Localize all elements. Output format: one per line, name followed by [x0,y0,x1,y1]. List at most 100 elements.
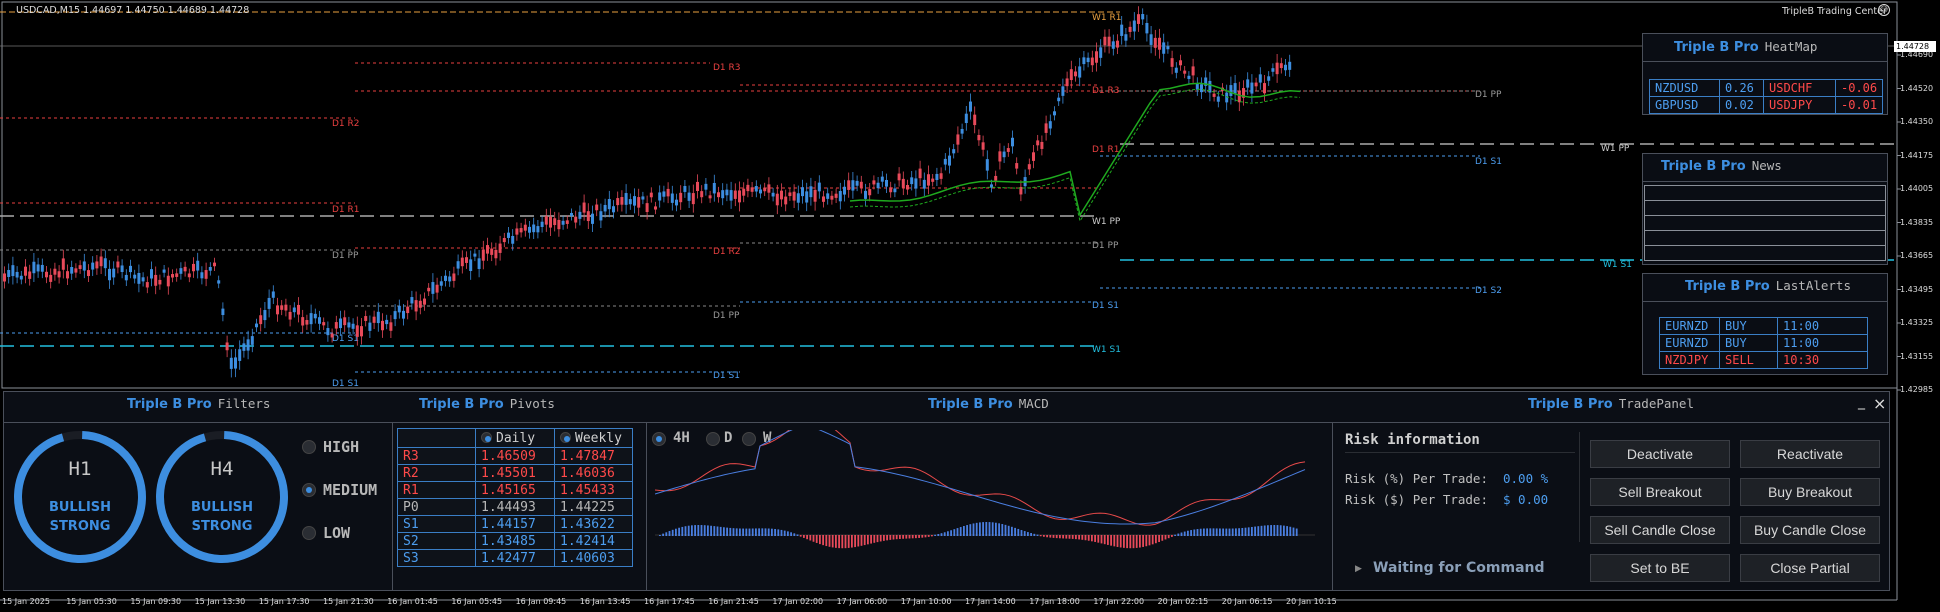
candle-body [935,173,939,181]
macd-histogram-bar [1254,526,1256,536]
candle-body [1250,82,1254,94]
candle-body [960,128,964,134]
close-partial-button[interactable]: Close Partial [1740,554,1880,582]
candle-body [351,323,355,329]
gauge-h1-line2: STRONG [49,519,111,534]
sell-breakout-button[interactable]: Sell Breakout [1590,478,1730,506]
macd-histogram-bar [873,535,876,543]
reactivate-button[interactable]: Reactivate [1740,440,1880,468]
alerts-title: Triple B Pro LastAlerts [1685,278,1851,294]
gauge-h1-tf: H1 [68,458,92,480]
level-medium-radio[interactable] [302,483,316,497]
buy-candle-close-button[interactable]: Buy Candle Close [1740,516,1880,544]
pivot-label: D1 S1 [1475,157,1502,167]
tf-d-radio[interactable] [706,432,720,446]
macd-histogram-bar [729,527,732,536]
candle-body [666,188,670,197]
pivot-row: R2 1.45501 1.46036 [397,464,633,482]
candle-body [1053,111,1056,116]
minimize-button[interactable]: _ [1858,394,1865,410]
pivot-row: S3 1.42477 1.40603 [397,549,633,567]
price-tick: 1.42985 [1900,385,1934,394]
set-to-be-button[interactable]: Set to BE [1590,554,1730,582]
candle-body [536,226,540,233]
macd-histogram-bar [735,528,738,536]
candle-body [851,180,855,191]
candle-body [767,184,771,193]
level-high-radio[interactable] [302,440,316,454]
macd-histogram-bar [1091,535,1093,542]
candle-body [1212,93,1216,97]
time-tick: 17 Jan 10:00 [900,597,952,606]
time-tick: 16 Jan 21:45 [708,597,759,606]
macd-histogram-bar [924,535,927,538]
macd-histogram-bar [1014,527,1016,536]
macd-histogram-bar [1007,525,1010,536]
candle-body [502,237,506,243]
current-price-tag: 1.44728 [1894,41,1936,52]
macd-histogram-bar [1267,525,1269,536]
macd-histogram-bar [931,535,933,537]
macd-histogram-bar [918,535,920,538]
candle-body [1246,79,1250,88]
candle-body [288,311,292,320]
candle-body [662,191,666,197]
macd-histogram-bar [819,535,821,545]
candle-body [498,243,502,253]
candle-body [103,258,107,269]
candle-body [901,178,905,188]
brand-label: TripleB Trading Center [1782,6,1887,17]
macd-histogram-bar [1039,535,1042,537]
candle-body [1187,75,1191,79]
macd-histogram-bar [1279,525,1282,536]
candle-body [330,333,334,338]
candle-body [124,274,128,281]
candle-body [225,342,229,351]
close-button[interactable]: × [1873,394,1887,413]
macd-histogram-bar [1075,535,1077,540]
level-high-label: HIGH [323,438,360,456]
candle-body [11,265,15,277]
macd-histogram-bar [1228,528,1231,536]
candle-body [150,269,153,279]
deactivate-button[interactable]: Deactivate [1590,440,1730,468]
macd-histogram-bar [1167,535,1170,539]
candle-body [372,316,376,323]
candle-body [1284,64,1287,71]
time-tick: 16 Jan 17:45 [644,597,695,606]
tf-4h-radio[interactable] [652,432,666,446]
buy-breakout-button[interactable]: Buy Breakout [1740,478,1880,506]
level-low-radio[interactable] [302,526,316,540]
pivot-label: D1 S1 [1092,301,1119,311]
candle-body [1179,60,1182,66]
macd-histogram-bar [755,528,757,536]
macd-histogram-bar [934,534,936,536]
news-list[interactable] [1644,185,1886,261]
candle-body [448,276,452,282]
candle-body [1061,86,1065,96]
tf-w-radio[interactable] [742,432,756,446]
news-panel: Triple B Pro News [1642,153,1888,265]
weekly-radio[interactable] [560,431,571,443]
macd-histogram-bar [1068,535,1071,539]
candle-body [179,268,183,274]
pivot-label: D1 S2 [1475,286,1502,296]
daily-radio[interactable] [481,431,492,443]
macd-histogram-bar [1033,533,1036,536]
macd-histogram-bar [1059,535,1061,539]
candles [3,6,1292,378]
time-tick: 15 Jan 2025 [2,597,50,606]
macd-histogram-bar [1289,526,1292,536]
macd-histogram-bar [659,535,661,536]
candle-body [868,189,872,196]
candle-body [708,195,712,199]
pivot-row: P0 1.44493 1.44225 [397,498,633,516]
candle-body [805,191,809,203]
sell-candle-close-button[interactable]: Sell Candle Close [1590,516,1730,544]
macd-histogram-bar [723,527,725,536]
candle-body [221,308,225,316]
macd-histogram-bar [806,535,808,540]
risk-title: Risk information [1345,432,1480,448]
candle-body [532,224,536,233]
